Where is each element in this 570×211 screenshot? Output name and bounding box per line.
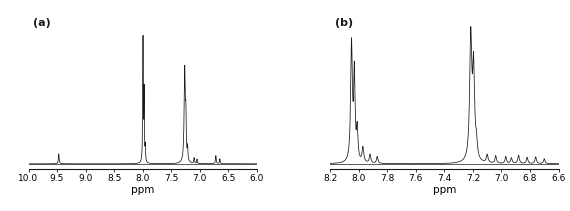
Text: (b): (b) (335, 18, 353, 28)
Text: (a): (a) (33, 18, 51, 28)
X-axis label: ppm: ppm (131, 185, 154, 195)
X-axis label: ppm: ppm (433, 185, 456, 195)
